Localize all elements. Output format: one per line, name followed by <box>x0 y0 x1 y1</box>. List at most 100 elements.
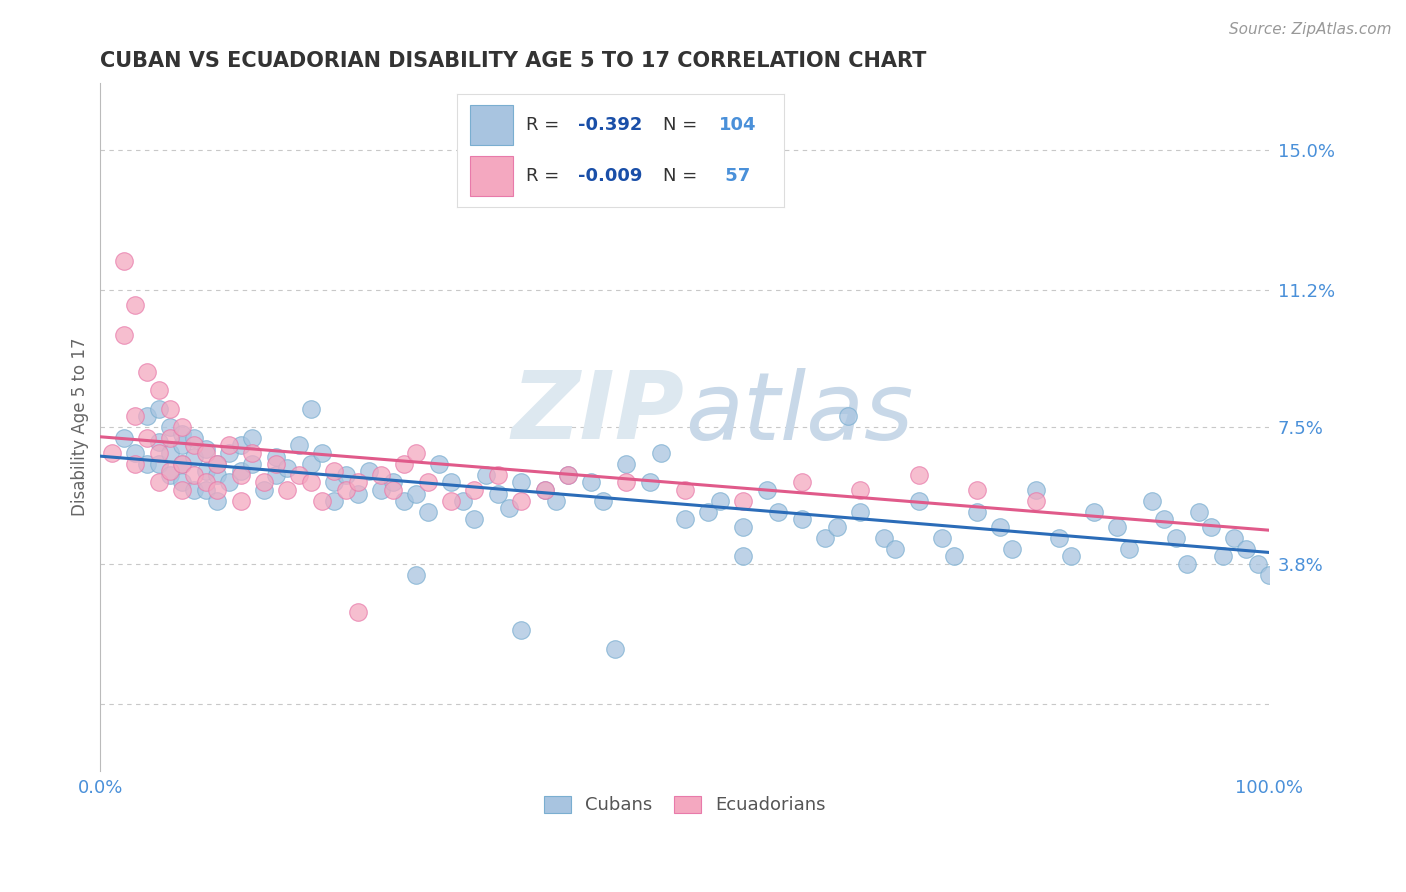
Point <box>427 457 450 471</box>
Point <box>240 431 263 445</box>
Point <box>416 475 439 490</box>
Point <box>346 605 368 619</box>
Point <box>299 475 322 490</box>
Point <box>323 494 346 508</box>
Point <box>381 475 404 490</box>
Point <box>942 549 965 564</box>
Point <box>1024 494 1046 508</box>
Point <box>183 483 205 497</box>
Point <box>112 327 135 342</box>
Point <box>346 475 368 490</box>
Point <box>733 520 755 534</box>
Point <box>825 520 848 534</box>
Point <box>288 438 311 452</box>
Point <box>990 520 1012 534</box>
Point <box>218 475 240 490</box>
Point <box>616 457 638 471</box>
Point <box>229 438 252 452</box>
Point <box>172 457 194 471</box>
Point <box>207 457 229 471</box>
Point <box>733 494 755 508</box>
Point <box>510 494 533 508</box>
Point <box>159 420 181 434</box>
Point <box>673 483 696 497</box>
Point <box>136 431 159 445</box>
Point <box>159 468 181 483</box>
Point <box>207 494 229 508</box>
Legend: Cubans, Ecuadorians: Cubans, Ecuadorians <box>534 787 835 823</box>
Point <box>148 446 170 460</box>
Text: CUBAN VS ECUADORIAN DISABILITY AGE 5 TO 17 CORRELATION CHART: CUBAN VS ECUADORIAN DISABILITY AGE 5 TO … <box>100 51 927 70</box>
Point <box>966 505 988 519</box>
Point <box>1059 549 1081 564</box>
Point <box>475 136 498 150</box>
Point <box>207 468 229 483</box>
Point <box>1153 512 1175 526</box>
Point <box>229 468 252 483</box>
Point <box>124 446 146 460</box>
Point <box>172 427 194 442</box>
Point <box>299 401 322 416</box>
Point <box>148 457 170 471</box>
Point <box>394 457 416 471</box>
Point <box>101 446 124 460</box>
Text: ZIP: ZIP <box>512 368 685 459</box>
Point <box>1246 557 1268 571</box>
Point <box>546 494 568 508</box>
Point <box>638 475 661 490</box>
Point <box>112 253 135 268</box>
Point <box>1258 567 1281 582</box>
Point <box>416 505 439 519</box>
Point <box>405 486 427 500</box>
Point <box>498 501 520 516</box>
Point <box>557 468 579 483</box>
Point <box>172 475 194 490</box>
Point <box>603 641 626 656</box>
Point <box>1118 541 1140 556</box>
Point <box>124 409 146 423</box>
Point <box>814 531 837 545</box>
Point <box>510 475 533 490</box>
Point <box>148 401 170 416</box>
Point <box>1001 541 1024 556</box>
Point <box>673 512 696 526</box>
Point <box>1142 494 1164 508</box>
Point <box>264 457 287 471</box>
Point <box>1212 549 1234 564</box>
Point <box>346 486 368 500</box>
Point <box>1164 531 1187 545</box>
Point <box>264 450 287 464</box>
Point <box>323 475 346 490</box>
Point <box>172 420 194 434</box>
Point <box>616 475 638 490</box>
Point <box>440 475 463 490</box>
Point <box>463 512 485 526</box>
Point <box>405 446 427 460</box>
Point <box>931 531 953 545</box>
Point <box>768 505 790 519</box>
Point <box>148 434 170 449</box>
Y-axis label: Disability Age 5 to 17: Disability Age 5 to 17 <box>72 338 89 516</box>
Point <box>194 446 217 460</box>
Point <box>370 483 392 497</box>
Point <box>1083 505 1105 519</box>
Point <box>172 483 194 497</box>
Point <box>253 475 276 490</box>
Point <box>288 468 311 483</box>
Point <box>136 365 159 379</box>
Point <box>381 483 404 497</box>
Point <box>159 431 181 445</box>
Point <box>394 494 416 508</box>
Point <box>335 483 357 497</box>
Point <box>194 464 217 478</box>
Text: Source: ZipAtlas.com: Source: ZipAtlas.com <box>1229 22 1392 37</box>
Point <box>486 486 509 500</box>
Point <box>510 624 533 638</box>
Point <box>1107 520 1129 534</box>
Point <box>907 494 929 508</box>
Point <box>709 494 731 508</box>
Point <box>124 457 146 471</box>
Point <box>194 483 217 497</box>
Point <box>229 464 252 478</box>
Point <box>183 468 205 483</box>
